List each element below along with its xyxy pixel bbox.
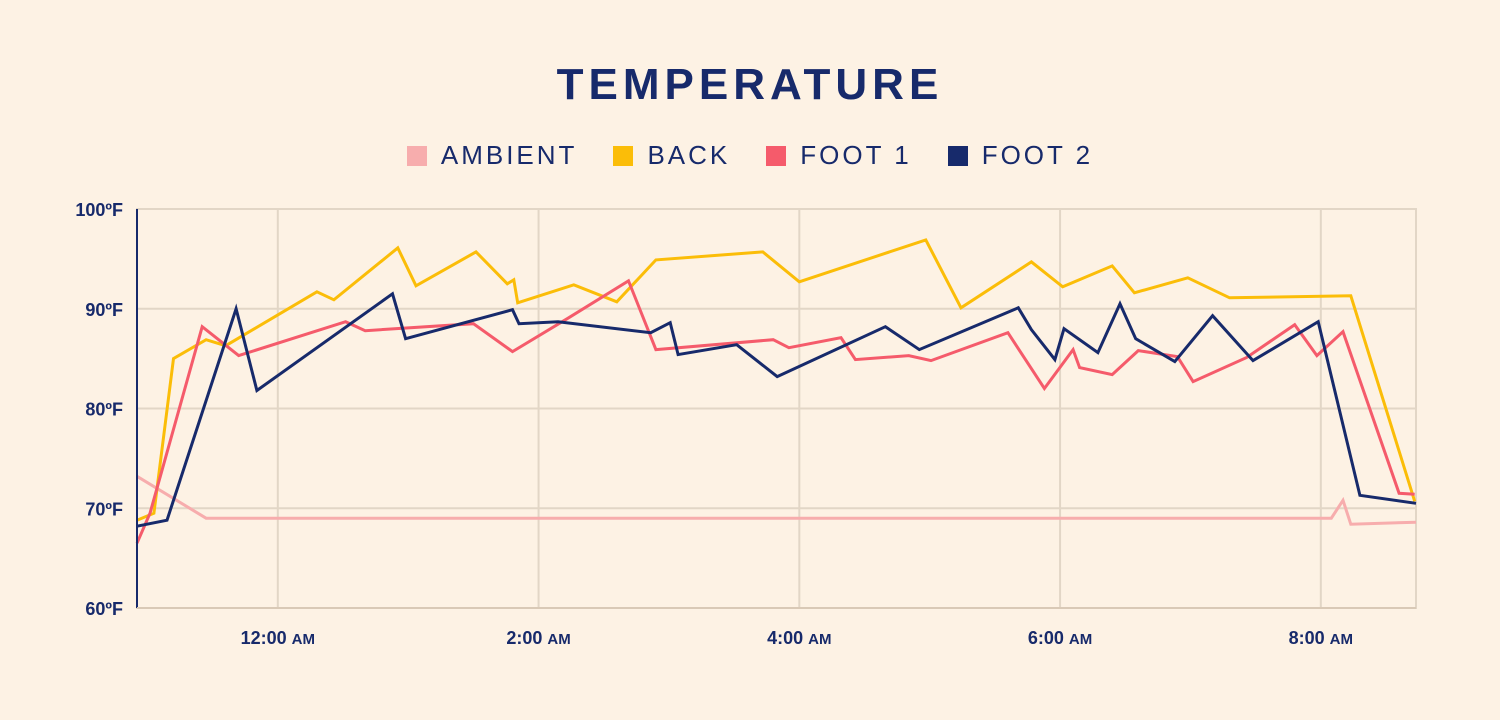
legend-swatch-foot-2	[947, 145, 968, 166]
legend-label-foot-2: FOOT 2	[981, 140, 1094, 170]
legend-swatch-ambient	[406, 145, 427, 166]
x-tick-label-0: 12:00 AM	[241, 628, 315, 648]
series-line-back	[136, 238, 1417, 522]
legend: AMBIENT BACK FOOT 1 FOOT 2	[0, 140, 1500, 171]
legend-item-foot-2: FOOT 2	[947, 140, 1094, 171]
x-tick-label-2: 2:00 AM	[506, 628, 570, 648]
legend-label-back: BACK	[647, 140, 731, 170]
x-tick-label-8: 8:00 AM	[1289, 628, 1353, 648]
legend-label-ambient: AMBIENT	[440, 140, 578, 170]
x-axis: 12:00 AM 2:00 AM 4:00 AM 6:00 AM 8:00 AM	[137, 607, 1416, 648]
legend-item-ambient: AMBIENT	[406, 140, 578, 171]
legend-swatch-back	[613, 145, 634, 166]
series-line-ambient	[136, 475, 1417, 526]
legend-swatch-foot-1	[766, 145, 787, 166]
y-tick-label-80: 80ºF	[85, 400, 123, 420]
legend-item-foot-1: FOOT 1	[766, 140, 911, 171]
legend-label-foot-1: FOOT 1	[800, 140, 912, 170]
chart-title: TEMPERATURE	[556, 60, 944, 109]
y-tick-label-90: 90ºF	[85, 300, 123, 320]
y-tick-label-100: 100ºF	[75, 200, 123, 220]
y-tick-label-70: 70ºF	[85, 499, 123, 519]
series-line-foot-2	[136, 291, 1417, 528]
series-line-foot-1	[135, 278, 1415, 544]
x-tick-label-4: 4:00 AM	[767, 628, 831, 648]
series-lines	[135, 238, 1417, 544]
y-tick-label-60: 60ºF	[85, 599, 123, 619]
legend-item-back: BACK	[613, 140, 730, 171]
grid	[136, 208, 1417, 609]
y-axis: 60ºF 70ºF 80ºF 90ºF 100ºF	[75, 200, 138, 619]
x-tick-label-6: 6:00 AM	[1028, 628, 1092, 648]
